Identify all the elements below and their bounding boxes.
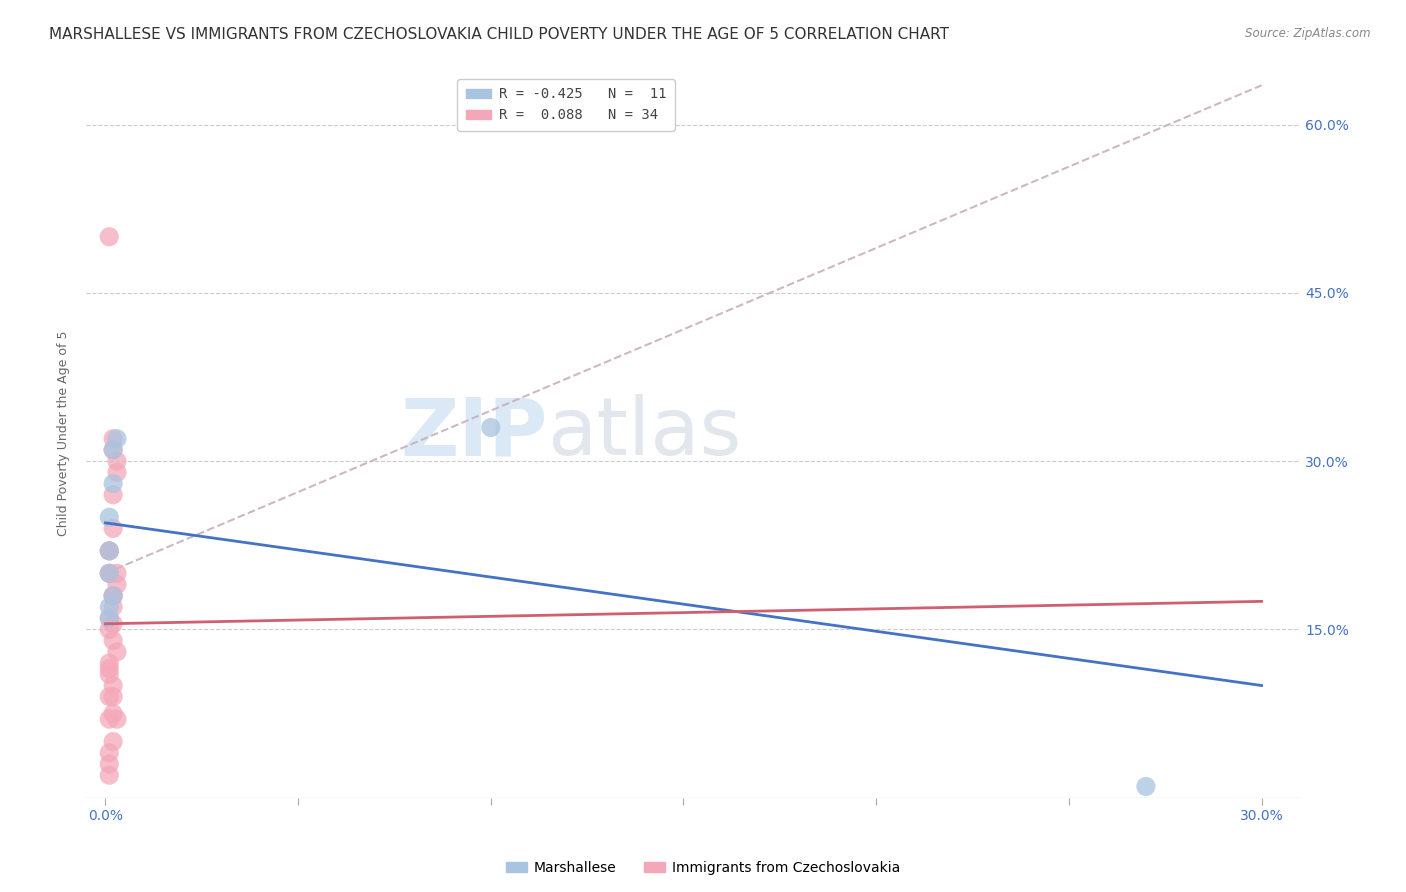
Point xyxy=(98,566,121,581)
Point xyxy=(98,690,121,704)
Point xyxy=(101,599,124,614)
Point xyxy=(101,521,124,535)
Text: ZIP: ZIP xyxy=(401,394,547,472)
Point xyxy=(98,544,121,558)
Point xyxy=(101,589,124,603)
Point xyxy=(98,566,121,581)
Text: atlas: atlas xyxy=(547,394,742,472)
Point xyxy=(105,454,128,468)
Point xyxy=(105,432,128,446)
Point xyxy=(98,667,121,681)
Point xyxy=(101,442,124,457)
Point xyxy=(101,589,124,603)
Point xyxy=(101,488,124,502)
Point xyxy=(105,466,128,480)
Point xyxy=(101,476,124,491)
Point xyxy=(98,746,121,760)
Point xyxy=(101,734,124,748)
Point xyxy=(98,611,121,625)
Point xyxy=(101,432,124,446)
Point xyxy=(98,510,121,524)
Point xyxy=(101,442,124,457)
Point xyxy=(101,678,124,692)
Point xyxy=(98,599,121,614)
Point xyxy=(98,229,121,244)
Point xyxy=(101,589,124,603)
Legend: R = -0.425   N =  11, R =  0.088   N = 34: R = -0.425 N = 11, R = 0.088 N = 34 xyxy=(457,79,675,131)
Point xyxy=(98,544,121,558)
Legend: Marshallese, Immigrants from Czechoslovakia: Marshallese, Immigrants from Czechoslova… xyxy=(501,855,905,880)
Point xyxy=(101,633,124,648)
Point xyxy=(98,611,121,625)
Point xyxy=(98,544,121,558)
Point xyxy=(105,645,128,659)
Point xyxy=(98,768,121,782)
Point xyxy=(98,662,121,676)
Y-axis label: Child Poverty Under the Age of 5: Child Poverty Under the Age of 5 xyxy=(58,330,70,536)
Point xyxy=(101,616,124,631)
Point xyxy=(98,566,121,581)
Point xyxy=(101,706,124,721)
Text: MARSHALLESE VS IMMIGRANTS FROM CZECHOSLOVAKIA CHILD POVERTY UNDER THE AGE OF 5 C: MARSHALLESE VS IMMIGRANTS FROM CZECHOSLO… xyxy=(49,27,949,42)
Point xyxy=(105,577,128,591)
Text: Source: ZipAtlas.com: Source: ZipAtlas.com xyxy=(1246,27,1371,40)
Point xyxy=(105,566,128,581)
Point xyxy=(479,420,502,434)
Point xyxy=(98,712,121,726)
Point xyxy=(98,623,121,637)
Point xyxy=(101,690,124,704)
Point xyxy=(1135,780,1157,794)
Point xyxy=(98,656,121,670)
Point xyxy=(105,712,128,726)
Point xyxy=(98,757,121,772)
